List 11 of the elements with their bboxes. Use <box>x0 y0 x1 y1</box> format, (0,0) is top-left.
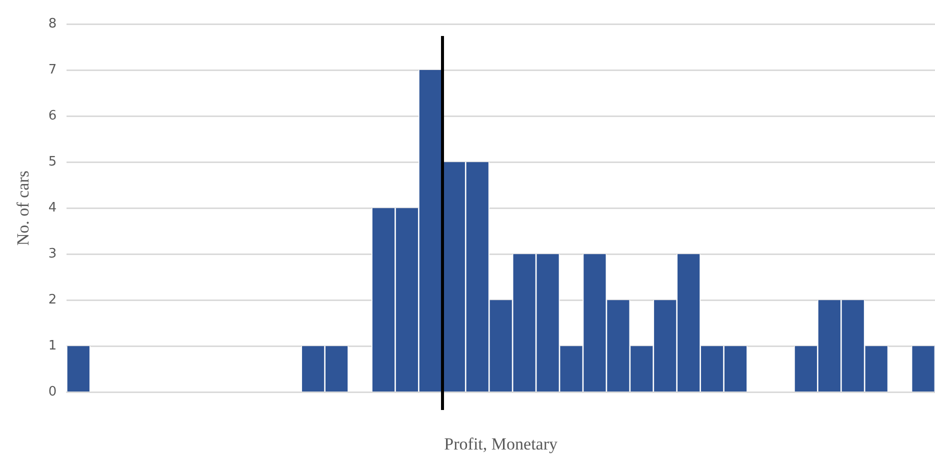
y-tick-label: 5 <box>48 154 57 170</box>
y-tick-label: 0 <box>48 384 57 400</box>
y-tick-label: 2 <box>48 292 57 308</box>
y-tick-label: 3 <box>48 246 57 262</box>
y-tick-label: 6 <box>48 108 57 124</box>
x-axis-title: Profit, Monetary <box>444 434 558 454</box>
y-axis-title: No. of cars <box>14 170 33 246</box>
y-tick-label: 8 <box>48 16 57 32</box>
y-tick-label: 1 <box>48 338 57 354</box>
y-tick-label: 7 <box>48 62 57 78</box>
y-tick-label: 4 <box>48 200 57 216</box>
